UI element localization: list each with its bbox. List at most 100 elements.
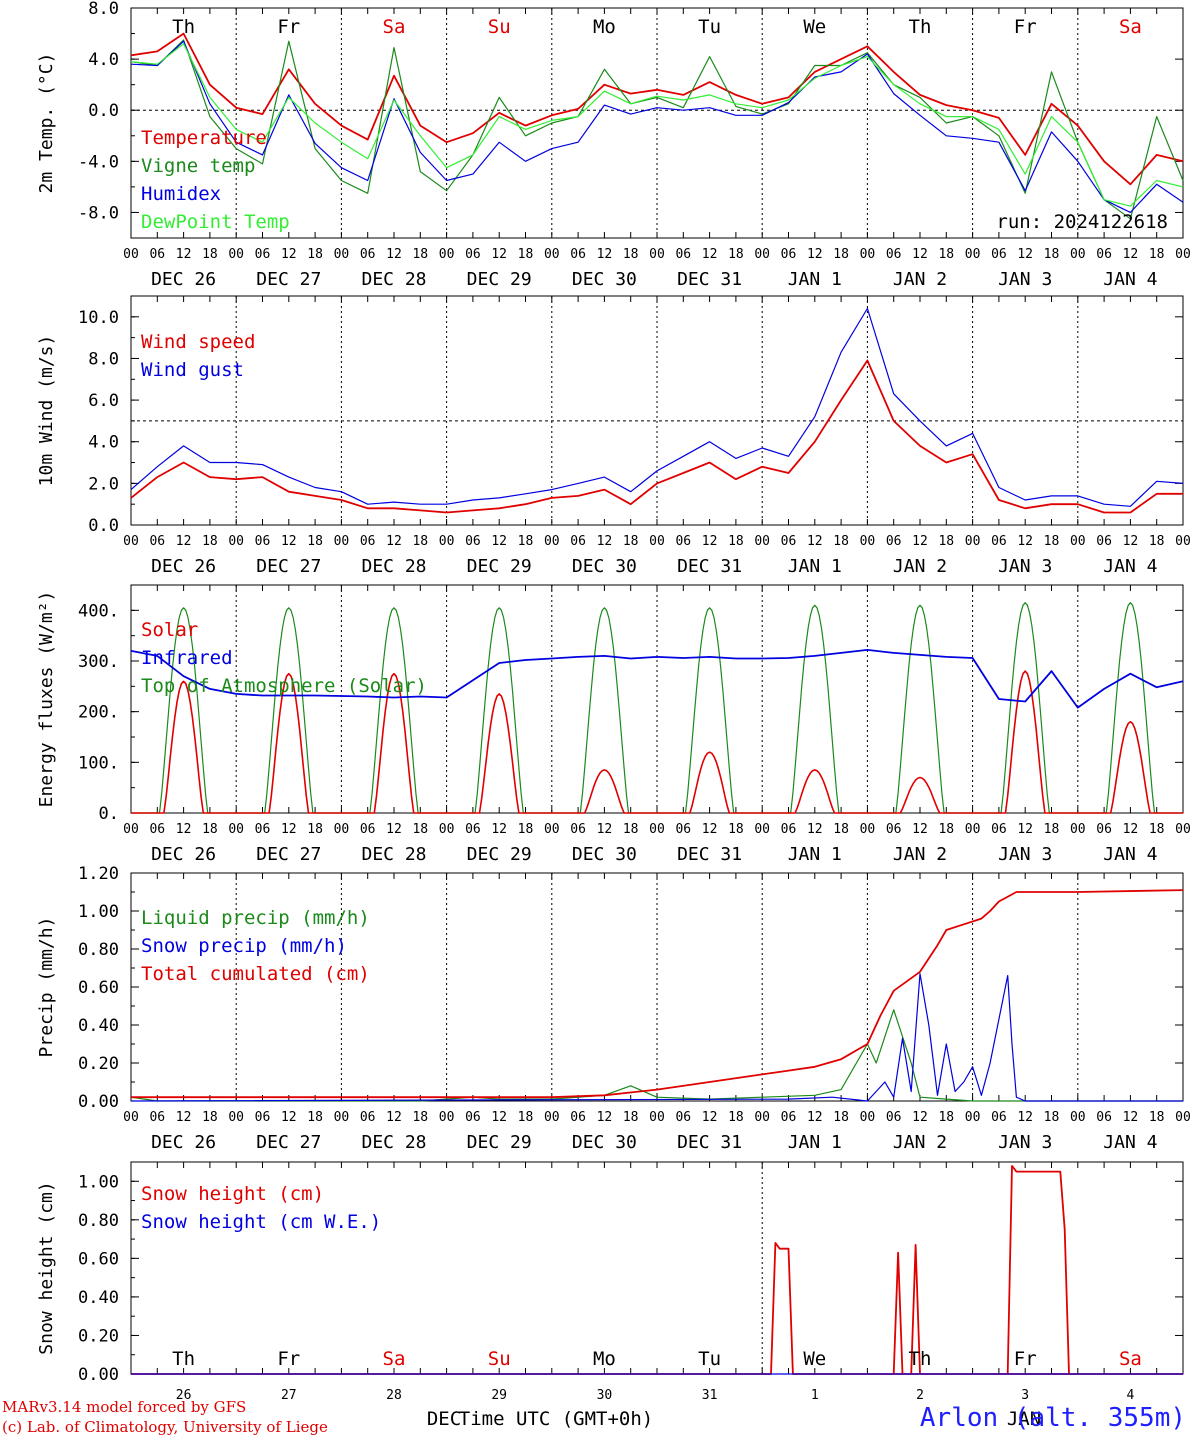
date-label: DEC 30	[572, 269, 637, 290]
legend-temperature: Temperature	[141, 127, 267, 149]
legend-toa: Top of Atmosphere (Solar)	[141, 675, 427, 697]
hour-tick-label: 18	[728, 534, 744, 549]
day-number-label: 4	[1126, 1388, 1134, 1403]
series-solar	[131, 670, 1183, 814]
hour-tick-label: 12	[386, 1110, 402, 1125]
hour-tick-label: 18	[518, 822, 534, 837]
hour-tick-label: 06	[149, 247, 165, 262]
hour-tick-label: 00	[544, 247, 560, 262]
hour-tick-label: 06	[1096, 822, 1112, 837]
y-tick-label: 1.20	[78, 864, 119, 884]
hour-tick-label: 18	[202, 534, 218, 549]
hour-tick-label: 00	[754, 534, 770, 549]
weekday-label: Sa	[1119, 16, 1142, 38]
hour-tick-label: 12	[1123, 534, 1139, 549]
month-label: DEC	[427, 1408, 461, 1430]
hour-tick-label: 06	[991, 822, 1007, 837]
hour-tick-label: 00	[439, 247, 455, 262]
hour-tick-label: 12	[176, 822, 192, 837]
hour-tick-label: 00	[123, 247, 139, 262]
day-number-label: 27	[281, 1388, 297, 1403]
hour-tick-label: 12	[1017, 1110, 1033, 1125]
day-number-label: 1	[811, 1388, 819, 1403]
weekday-label: Fr	[277, 16, 300, 38]
legend-wind_gust: Wind gust	[141, 359, 244, 381]
hour-tick-label: 12	[807, 822, 823, 837]
date-label: DEC 28	[361, 1132, 426, 1153]
hour-tick-label: 00	[860, 247, 876, 262]
hour-tick-label: 18	[833, 1110, 849, 1125]
hour-tick-label: 06	[360, 822, 376, 837]
hour-tick-label: 06	[570, 1110, 586, 1125]
hour-tick-label: 00	[439, 1110, 455, 1125]
date-label: DEC 31	[677, 844, 742, 865]
day-number-label: 3	[1021, 1388, 1029, 1403]
hour-tick-label: 06	[570, 534, 586, 549]
hour-tick-label: 06	[360, 247, 376, 262]
y-tick-label: 1.00	[78, 902, 119, 922]
date-label: DEC 27	[256, 269, 321, 290]
hour-tick-label: 18	[307, 1110, 323, 1125]
date-label: DEC 26	[151, 556, 216, 577]
panel-2: 0.0 2.0 4.0 6.0 8.0 10.0 10m Wind (m/s) 00 06 12 1…	[36, 295, 1191, 577]
weekday-label: Th	[172, 1348, 195, 1370]
series-wind_speed	[130, 359, 1183, 514]
y-axis-label: 10m Wind (m/s)	[36, 335, 57, 487]
hour-tick-label: 06	[360, 534, 376, 549]
hour-tick-label: 00	[228, 1110, 244, 1125]
hour-tick-label: 18	[1149, 822, 1165, 837]
date-label: DEC 28	[361, 556, 426, 577]
weekday-label: Tu	[698, 1348, 721, 1370]
hour-tick-label: 12	[386, 822, 402, 837]
date-label: JAN 4	[1103, 844, 1157, 865]
hour-tick-label: 00	[228, 247, 244, 262]
hour-tick-label: 06	[886, 247, 902, 262]
hour-tick-label: 12	[1123, 247, 1139, 262]
legend-snow_height: Snow height (cm)	[141, 1183, 324, 1205]
hour-tick-label: 00	[439, 534, 455, 549]
weekday-label: Mo	[593, 1348, 616, 1370]
hour-tick-label: 18	[202, 822, 218, 837]
y-tick-label: 6.0	[88, 391, 119, 411]
plot-frame	[130, 295, 1184, 526]
hour-tick-label: 06	[570, 822, 586, 837]
hour-tick-label: 18	[833, 247, 849, 262]
hour-tick-label: 06	[781, 247, 797, 262]
series-snow_height	[892, 1251, 904, 1375]
hour-tick-label: 12	[1017, 534, 1033, 549]
hour-tick-label: 00	[1175, 822, 1191, 837]
series-vigne_temp	[130, 39, 1184, 220]
day-number-label: 26	[176, 1388, 192, 1403]
legend-snow_we: Snow height (cm W.E.)	[141, 1211, 381, 1233]
hour-tick-label: 06	[149, 822, 165, 837]
hour-tick-label: 00	[544, 1110, 560, 1125]
legend-humidex: Humidex	[141, 183, 221, 205]
hour-tick-label: 12	[912, 247, 928, 262]
date-label: JAN 2	[893, 1132, 947, 1153]
run-label: run: 2024122618	[996, 211, 1168, 233]
date-label: DEC 31	[677, 1132, 742, 1153]
date-label: DEC 29	[467, 1132, 532, 1153]
date-label: DEC 26	[151, 1132, 216, 1153]
hour-tick-label: 18	[307, 534, 323, 549]
y-axis-label: Snow height (cm)	[36, 1181, 57, 1354]
hour-tick-label: 18	[728, 1110, 744, 1125]
y-tick-label: -4.0	[78, 152, 119, 172]
y-tick-label: 4.0	[88, 50, 119, 70]
series-cumulated	[131, 889, 1184, 1099]
hour-tick-label: 12	[176, 247, 192, 262]
hour-tick-label: 00	[965, 1110, 981, 1125]
hour-tick-label: 06	[886, 534, 902, 549]
hour-tick-label: 18	[1149, 1110, 1165, 1125]
hour-tick-label: 12	[702, 247, 718, 262]
hour-tick-label: 12	[1017, 822, 1033, 837]
hour-tick-label: 12	[386, 247, 402, 262]
y-tick-label: 0.0	[88, 101, 119, 121]
hour-tick-label: 06	[1096, 534, 1112, 549]
hour-tick-label: 12	[702, 1110, 718, 1125]
date-label: JAN 2	[893, 269, 947, 290]
hour-tick-label: 12	[491, 247, 507, 262]
lab-credit: (c) Lab. of Climatology, University of L…	[2, 1418, 328, 1436]
hour-tick-label: 06	[465, 534, 481, 549]
weekday-label: Mo	[593, 16, 616, 38]
